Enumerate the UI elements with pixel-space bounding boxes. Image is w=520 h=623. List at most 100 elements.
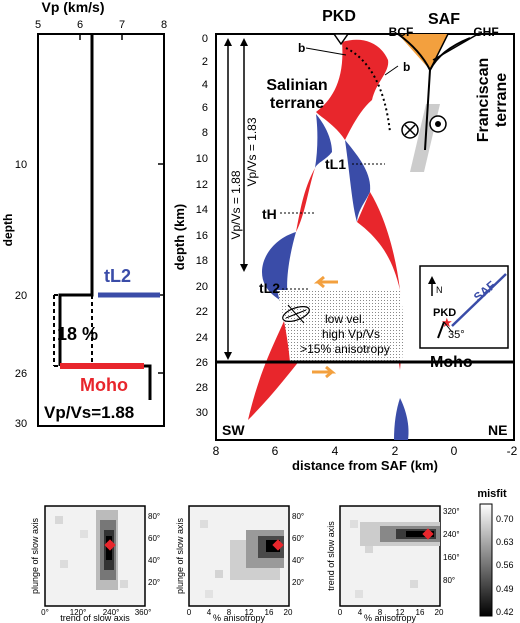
anisotropy-ellipse	[282, 306, 310, 322]
svg-text:20: 20	[435, 608, 444, 617]
salinian-red-body	[316, 39, 389, 140]
svg-text:6: 6	[202, 102, 208, 114]
pkd-station-icon	[332, 33, 350, 46]
saf-trace	[424, 69, 431, 151]
svg-text:80°: 80°	[292, 512, 304, 521]
salinian-label-2: terrane	[270, 95, 324, 112]
svg-text:trend of slow axis: trend of slow axis	[60, 613, 130, 623]
franciscan-label-1: Franciscan	[475, 58, 492, 142]
deep-blue-lens	[394, 398, 409, 440]
svg-text:20: 20	[196, 281, 208, 293]
svg-text:8: 8	[378, 608, 383, 617]
svg-text:16: 16	[265, 608, 274, 617]
shear-arrow-top	[313, 275, 338, 289]
vp-tick-5: 5	[35, 19, 41, 31]
svg-text:plunge of slow axis: plunge of slow axis	[175, 517, 185, 594]
svg-text:30: 30	[196, 407, 208, 419]
svg-text:0: 0	[451, 444, 458, 458]
svg-text:240°: 240°	[443, 530, 460, 539]
anisotropy-note-2: high Vp/Vs	[322, 327, 380, 341]
vpvs-183-label: Vp/Vs = 1.83	[245, 117, 259, 186]
svg-text:0.56: 0.56	[496, 560, 514, 570]
tl2-label: tL2	[104, 266, 131, 286]
tl2-blue-lens	[262, 232, 296, 306]
saf-label: SAF	[428, 11, 460, 28]
svg-text:20: 20	[284, 608, 293, 617]
svg-text:4: 4	[202, 79, 208, 91]
svg-text:28: 28	[196, 382, 208, 394]
pkd-star-icon: ★	[441, 315, 453, 330]
svg-text:2: 2	[202, 56, 208, 68]
depth-tick-26: 26	[15, 368, 27, 380]
vp-axis-title: Vp (km/s)	[41, 0, 104, 15]
svg-text:40°: 40°	[292, 556, 304, 565]
vpvs-ratio-label: Vp/Vs=1.88	[44, 403, 134, 422]
sw-label: SW	[222, 422, 245, 438]
shear-arrow-bottom	[312, 365, 337, 379]
svg-text:0°: 0°	[41, 608, 49, 617]
svg-text:N: N	[436, 285, 443, 295]
svg-text:12: 12	[196, 179, 208, 191]
svg-text:320°: 320°	[443, 507, 460, 516]
svg-text:0: 0	[338, 608, 343, 617]
inset-saf-line	[451, 273, 507, 327]
anisotropy-note-1: low vel.	[325, 312, 365, 326]
svg-text:4: 4	[332, 444, 339, 458]
vp-plot-frame	[37, 33, 165, 427]
svg-text:8: 8	[227, 608, 232, 617]
misfit-panel-anis-trend: trend of slow axis % anisotropy 0 4 8 12…	[326, 505, 460, 623]
svg-text:4: 4	[207, 608, 212, 617]
svg-text:0: 0	[202, 33, 208, 45]
b-label-2: b	[403, 60, 410, 74]
velocity-profile-panel: Vp (km/s) 5 6 7 8 10 20 26 30 depth tL2 …	[1, 0, 167, 430]
fault-b-dotted	[345, 47, 391, 133]
best-fit-marker	[422, 528, 434, 540]
depth-tick-30: 30	[15, 418, 27, 430]
upper-red-sliver	[296, 168, 315, 232]
svg-text:24: 24	[196, 332, 208, 344]
svg-text:8: 8	[202, 127, 208, 139]
vp-profile-line	[58, 34, 94, 366]
tl1-label: tL1	[325, 156, 346, 172]
right-red-sliver	[357, 192, 400, 290]
depth-ticks: 0 2 4 6 8 10 12 14 16 18 20 22 24 26 28 …	[196, 33, 208, 419]
ghf-label: GHF	[473, 25, 498, 39]
svg-text:10: 10	[196, 153, 208, 165]
colorbar-title: misfit	[477, 488, 507, 500]
svg-text:240°: 240°	[103, 608, 120, 617]
svg-text:PKD: PKD	[433, 307, 456, 319]
svg-text:0: 0	[187, 608, 192, 617]
svg-text:0.49: 0.49	[496, 584, 514, 594]
pkd-label: PKD	[322, 8, 356, 25]
cross-section-panel: low vel. high Vp/Vs >15% anisotropy Moho…	[172, 8, 518, 473]
vp-tick-6: 6	[77, 19, 83, 31]
svg-text:4: 4	[358, 608, 363, 617]
depth-km-axis-label: depth (km)	[172, 204, 187, 270]
svg-text:60°: 60°	[148, 534, 160, 543]
svg-text:20°: 20°	[292, 578, 304, 587]
svg-text:80°: 80°	[443, 576, 455, 585]
svg-text:18: 18	[196, 255, 208, 267]
moho-label-main: Moho	[430, 354, 473, 371]
salinian-label-1: Salinian	[266, 77, 327, 94]
svg-text:60°: 60°	[292, 534, 304, 543]
svg-text:26: 26	[196, 357, 208, 369]
svg-text:120°: 120°	[70, 608, 87, 617]
distance-axis-label: distance from SAF (km)	[292, 458, 438, 473]
vp-tick-8: 8	[161, 19, 167, 31]
svg-text:2: 2	[392, 444, 399, 458]
misfit-colorbar: misfit 0.70 0.63 0.56 0.49 0.42	[477, 488, 513, 617]
franciscan-label-2: terrane	[493, 73, 510, 127]
anisotropy-percent-label: 18 %	[57, 324, 98, 344]
svg-text:16: 16	[416, 608, 425, 617]
svg-text:35°: 35°	[448, 329, 465, 341]
ne-label: NE	[488, 422, 507, 438]
cross-section-frame	[215, 33, 515, 441]
svg-text:% anisotropy: % anisotropy	[364, 613, 417, 623]
svg-text:plunge of slow axis: plunge of slow axis	[30, 517, 40, 594]
svg-text:12: 12	[396, 608, 405, 617]
svg-text:12: 12	[245, 608, 254, 617]
svg-text:0.42: 0.42	[496, 607, 514, 617]
bcf-label: BCF	[389, 25, 414, 39]
